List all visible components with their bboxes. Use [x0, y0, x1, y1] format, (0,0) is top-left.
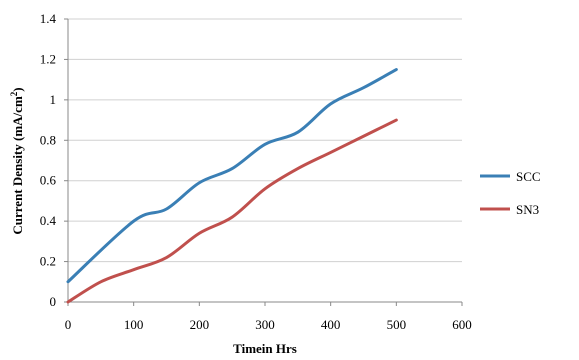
x-tick-label: 400 [321, 317, 341, 332]
y-tick-label: 0.4 [40, 213, 57, 228]
y-axis-title-close: ) [10, 87, 25, 91]
y-tick-label: 0.6 [40, 173, 57, 188]
series-line-sn3 [66, 118, 398, 304]
axes [67, 19, 462, 303]
y-axis-title: Current Density (mA/cm2) [9, 87, 25, 234]
series-line-scc [66, 68, 398, 284]
y-axis-title-main: Current Density (mA/cm [10, 96, 25, 235]
y-tick-label: 1.4 [40, 11, 57, 26]
y-tick-label: 0.8 [40, 132, 56, 147]
x-tick-label: 200 [190, 317, 210, 332]
x-tick-label: 100 [124, 317, 144, 332]
x-tick-labels: 0 100 200 300 400 500 600 [65, 302, 472, 332]
y-tick-label: 0 [50, 294, 57, 309]
x-tick-label: 300 [255, 317, 275, 332]
y-tick-label: 0.2 [40, 254, 56, 269]
y-axis-title-sup: 2 [9, 91, 19, 96]
x-tick-label: 600 [452, 317, 472, 332]
legend: SCC SN3 [480, 169, 541, 217]
legend-label-sn3: SN3 [516, 202, 539, 217]
x-axis-title: Timein Hrs [233, 341, 297, 356]
x-tick-label: 500 [387, 317, 407, 332]
y-tick-label: 1.2 [40, 51, 56, 66]
y-tick-labels: 0 0.2 0.4 0.6 0.8 1 1.2 1.4 [40, 11, 68, 309]
legend-label-scc: SCC [516, 169, 541, 184]
series-lines [66, 68, 398, 304]
y-tick-label: 1 [50, 92, 57, 107]
x-tick-label: 0 [65, 317, 72, 332]
